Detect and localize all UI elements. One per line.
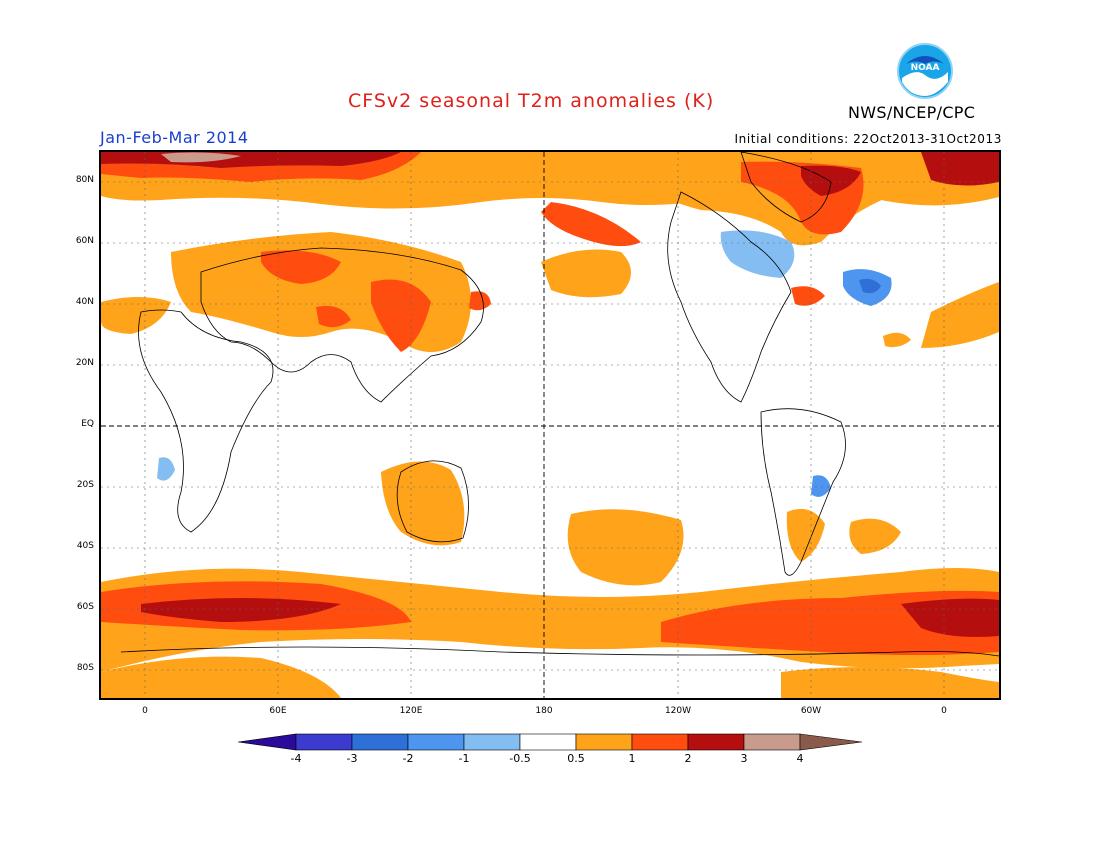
tibet-strong [316, 305, 351, 328]
colorbar-label-m05: -0.5 [509, 752, 531, 765]
north-america-cold [720, 230, 795, 278]
atlantic-cold-core [859, 278, 881, 294]
lat-label-60s: 60S [76, 602, 94, 612]
colorbar-cell-7 [631, 733, 689, 751]
antarctica-neutral [101, 639, 999, 698]
atlantic-warm-patch [883, 332, 911, 348]
colorbar-cell-2 [351, 733, 409, 751]
lat-label-40n: 40N [75, 297, 94, 307]
eurasia-warm [171, 232, 471, 352]
antarctica-warm [101, 656, 341, 698]
antarctica-warm-east [781, 667, 999, 698]
colorbar-label-m3: -3 [346, 752, 358, 765]
lat-label-60n: 60N [75, 236, 94, 246]
anomaly-map-canvas [101, 152, 999, 698]
colorbar-label-m2: -2 [402, 752, 414, 765]
colorbar-label-p2: 2 [684, 752, 692, 765]
agency-name: NWS/NCEP/CPC [848, 103, 976, 122]
mediterranean-warm [101, 297, 171, 334]
lon-label-120e: 120E [399, 706, 423, 716]
lat-label-80n: 80N [75, 175, 94, 185]
southern-ocean-core-east [901, 598, 999, 637]
coastlines [120, 152, 999, 657]
southern-ocean-core [141, 598, 341, 622]
eurasia-strong [261, 250, 341, 284]
lat-label-80s: 80S [76, 663, 94, 673]
colorbar [238, 733, 862, 751]
map-title: CFSv2 seasonal T2m anomalies (K) [348, 90, 715, 112]
colorbar-label-p4: 4 [796, 752, 804, 765]
lon-label-0-east: 0 [941, 706, 947, 716]
lon-label-180: 180 [535, 706, 553, 716]
arctic-right-core [921, 152, 999, 186]
south-atlantic-warm [849, 518, 901, 554]
colorbar-cell-8 [687, 733, 745, 751]
anomaly-map [99, 150, 1001, 700]
arctic-peak [161, 152, 241, 163]
australia-warm [381, 461, 465, 546]
lat-label-40s: 40S [76, 541, 94, 551]
colorbar-cell-4 [463, 733, 521, 751]
south-pacific-warm [567, 509, 684, 586]
colorbar-label-m4: -4 [290, 752, 302, 765]
china-strong [371, 279, 431, 352]
lon-label-0: 0 [142, 706, 148, 716]
lon-label-60e: 60E [269, 706, 287, 716]
equator-dateline [101, 152, 999, 698]
colorbar-cell-6 [575, 733, 633, 751]
colorbar-cell-10 [799, 733, 862, 751]
colorbar-cell-0 [238, 733, 297, 751]
logo-text: NOAA [911, 63, 940, 73]
lat-label-20n: 20N [75, 358, 94, 368]
east-atlantic-warm [921, 282, 999, 348]
colorbar-cell-3 [407, 733, 465, 751]
lat-label-20s: 20S [76, 480, 94, 490]
forecast-period: Jan-Feb-Mar 2014 [100, 128, 249, 147]
japan-strong [469, 291, 491, 311]
initial-conditions: Initial conditions: 22Oct2013-31Oct2013 [734, 132, 1002, 146]
lon-label-120w: 120W [664, 706, 692, 716]
colorbar-cell-1 [295, 733, 353, 751]
colorbar-label-p05: 0.5 [567, 752, 585, 765]
south-america-warm [786, 508, 825, 562]
south-america-cold [811, 475, 831, 497]
us-east-warm [791, 286, 825, 306]
graticule [101, 152, 999, 698]
africa-cold [157, 457, 175, 481]
north-pacific-warm [541, 249, 631, 298]
colorbar-label-m1: -1 [458, 752, 470, 765]
colorbar-label-p1: 1 [628, 752, 636, 765]
noaa-logo-icon: NOAA [897, 43, 953, 99]
lon-label-60w: 60W [800, 706, 822, 716]
colorbar-cell-5 [519, 733, 577, 751]
lat-label-eq: EQ [81, 419, 94, 429]
colorbar-label-p3: 3 [740, 752, 748, 765]
colorbar-cell-9 [743, 733, 801, 751]
east-siberia-warm [541, 202, 641, 247]
